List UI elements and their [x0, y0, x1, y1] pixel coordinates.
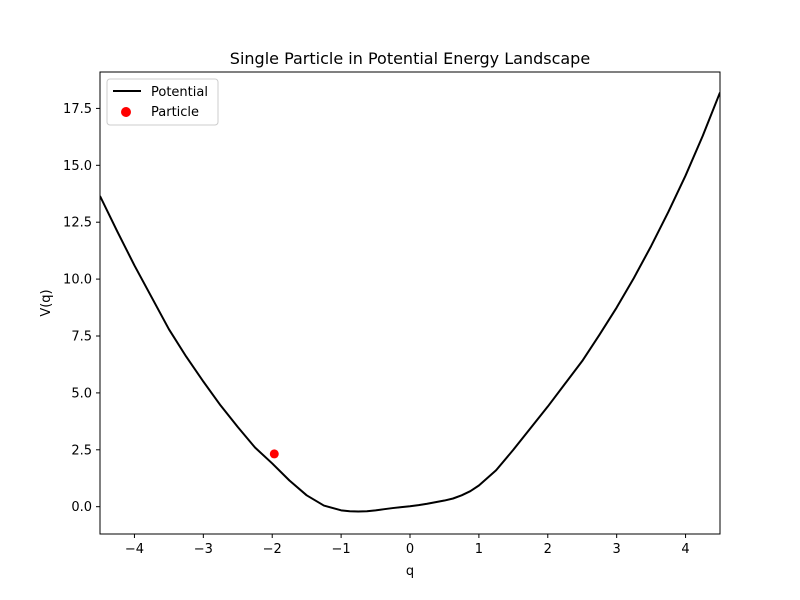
- y-tick-label: 15.0: [63, 159, 92, 174]
- potential-curve: [100, 92, 720, 513]
- y-tick-label: 5.0: [71, 386, 92, 401]
- legend-label-potential: Potential: [151, 85, 208, 100]
- plot-area: [100, 92, 720, 513]
- y-tick-label: 7.5: [71, 330, 92, 345]
- x-axis-label: q: [406, 564, 414, 579]
- y-tick-label: 0.0: [71, 500, 92, 515]
- legend: Potential Particle: [106, 78, 219, 126]
- x-tick-label: 2: [544, 542, 552, 557]
- x-tick-label: 1: [475, 542, 483, 557]
- y-tick-label: 10.0: [63, 273, 92, 288]
- x-tick-label: −3: [194, 542, 213, 557]
- x-tick-label: −1: [332, 542, 351, 557]
- axis-ticks: −4 −3 −2 −1 0 1 2 3 4 0.0 2.5 5.0 7.5 10.0 12.5 15.0 17.…: [63, 102, 690, 557]
- chart-title: Single Particle in Potential Energy Land…: [230, 49, 590, 68]
- y-axis-label: V(q): [39, 289, 54, 316]
- x-tick-label: −2: [263, 542, 282, 557]
- x-tick-label: 4: [681, 542, 689, 557]
- x-tick-label: 0: [406, 542, 414, 557]
- y-tick-label: 17.5: [63, 102, 92, 117]
- y-tick-label: 12.5: [63, 216, 92, 231]
- legend-label-particle: Particle: [151, 105, 199, 120]
- x-tick-label: −4: [125, 542, 144, 557]
- y-tick-label: 2.5: [71, 443, 92, 458]
- x-tick-label: 3: [613, 542, 621, 557]
- particle-marker: [269, 449, 279, 459]
- legend-particle-marker-icon: [121, 107, 131, 117]
